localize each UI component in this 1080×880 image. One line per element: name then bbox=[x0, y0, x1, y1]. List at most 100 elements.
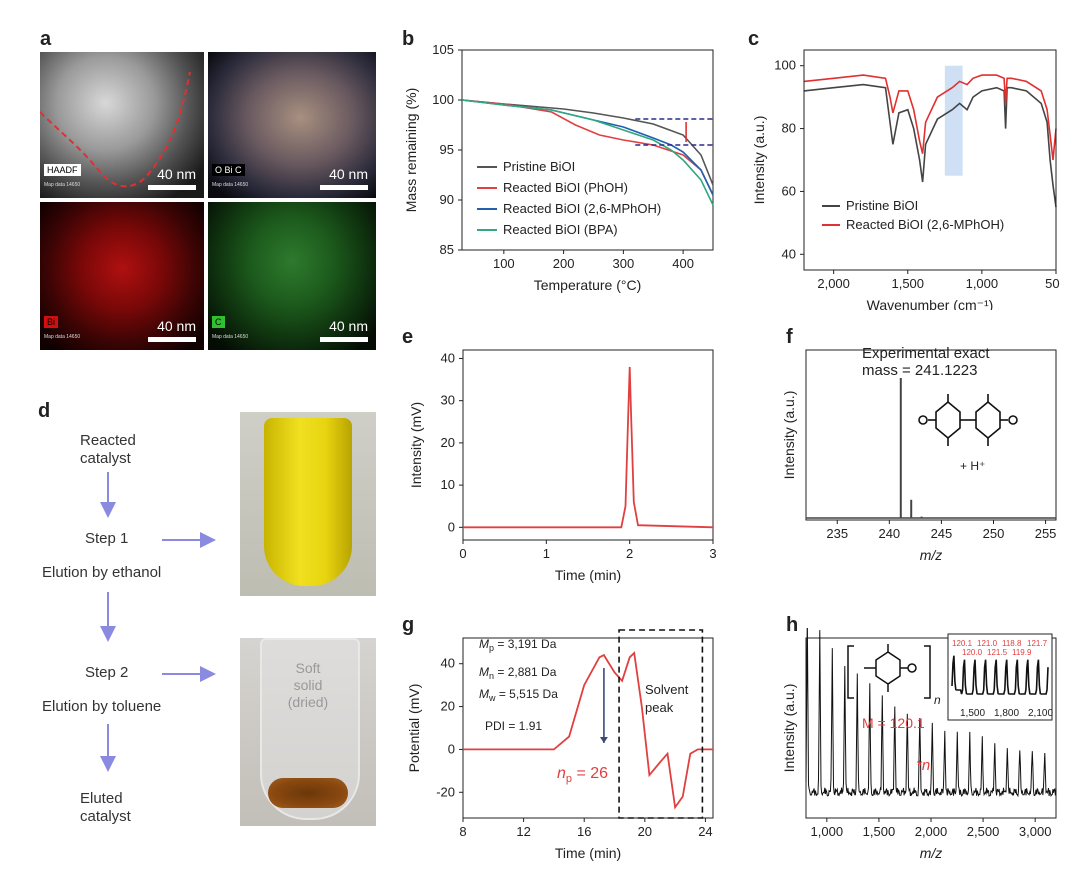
stat-subscript: n bbox=[489, 671, 494, 681]
panel-label-g: g bbox=[402, 614, 415, 636]
y-axis-label: Intensity (a.u.) bbox=[781, 684, 797, 773]
x-tick-label: 255 bbox=[1035, 526, 1057, 541]
y-tick-label: 100 bbox=[774, 58, 796, 73]
panel-label-a: a bbox=[40, 28, 52, 50]
y-tick-label: 20 bbox=[441, 435, 455, 450]
chart-h-maldi: 1,000 1,500 2,000 2,500 3,000 m/z Intensity (a… bbox=[781, 628, 1057, 861]
y-axis-label: Intensity (mV) bbox=[408, 402, 424, 488]
y-tick-label: 90 bbox=[440, 192, 454, 207]
x-tick-label: 12 bbox=[516, 824, 530, 839]
flow-arrows bbox=[100, 472, 216, 772]
scale-label: 40 nm bbox=[329, 318, 368, 334]
ring bbox=[975, 400, 1001, 440]
x-tick-label: 16 bbox=[577, 824, 591, 839]
x-axis-label: Time (min) bbox=[555, 845, 621, 861]
stat-symbol: M bbox=[479, 637, 489, 651]
plot-frame bbox=[462, 637, 714, 819]
y-tick-label: 60 bbox=[782, 183, 796, 198]
inset-label: 121.7 bbox=[1027, 639, 1048, 648]
chart-c-ftir: 2,000 1,500 1,000 500 40 60 80 100 Wavenumber (c… bbox=[751, 49, 1060, 310]
stat-subscript: w bbox=[488, 693, 496, 703]
bi-map-image: Bi Map data 14650 40 nm bbox=[40, 202, 204, 350]
x-tick-label: 8 bbox=[459, 824, 466, 839]
inset-label: 118.8 bbox=[1002, 639, 1022, 648]
panel-label-d: d bbox=[38, 400, 51, 422]
inset-tick-label: 2,100 bbox=[1028, 708, 1053, 719]
x-axis-label: m/z bbox=[920, 845, 943, 861]
series-line bbox=[805, 628, 1057, 798]
tile-map-caption: Map data 14650 bbox=[212, 334, 249, 340]
panel-label-c: c bbox=[748, 28, 760, 50]
x-tick-label: 235 bbox=[826, 526, 848, 541]
highlight-band bbox=[944, 65, 963, 176]
x-axis-label: Wavenumber (cm⁻¹) bbox=[867, 297, 994, 310]
x-tick-label: 2,500 bbox=[967, 824, 1000, 839]
x-tick-label: 2,000 bbox=[915, 824, 948, 839]
plot-frame bbox=[461, 49, 714, 251]
brown-solid bbox=[268, 778, 348, 808]
photo-caption-line: (dried) bbox=[287, 694, 329, 710]
scale-label: 40 nm bbox=[329, 166, 368, 182]
annotation-text: Experimental exact bbox=[862, 345, 990, 362]
stat-value: = 2,881 Da bbox=[494, 665, 557, 679]
annotation-text: mass = 241.1223 bbox=[862, 362, 978, 379]
flow-eluted-catalyst: Eluted catalyst bbox=[80, 790, 131, 826]
scale-bar bbox=[320, 337, 368, 342]
gpc-stat: Mn = 2,881 Da bbox=[479, 665, 557, 681]
gpc-stat: Mw = 5,515 Da bbox=[479, 687, 558, 703]
inset-label: 121.0 bbox=[977, 639, 998, 648]
photo-ethanol-eluate bbox=[240, 412, 376, 596]
y-tick-label: 100 bbox=[432, 92, 454, 107]
np-subscript: p bbox=[566, 773, 572, 785]
x-tick-label: 20 bbox=[638, 824, 652, 839]
series-line bbox=[803, 83, 1057, 208]
y-tick-label: 20 bbox=[441, 699, 455, 714]
y-axis-label: Intensity (a.u.) bbox=[751, 116, 767, 205]
chart-g-gpc: 8 12 16 20 24 -20 0 20 40 Time (min) Potential (mV… bbox=[406, 629, 714, 861]
stat-value: = 5,515 Da bbox=[496, 687, 559, 701]
ppo-repeat-unit bbox=[847, 644, 931, 699]
y-tick-label: 80 bbox=[782, 121, 796, 136]
vial-yellow bbox=[264, 418, 352, 586]
c-map-image: C Map data 14650 40 nm bbox=[208, 202, 376, 350]
stat-symbol: M bbox=[479, 665, 489, 679]
eds-overlay-image: O Bi C Map data 14650 40 nm bbox=[208, 52, 376, 198]
x-axis-label: Temperature (°C) bbox=[534, 277, 642, 293]
x-tick-label: 1,500 bbox=[891, 276, 924, 291]
pdi-text: PDI = 1.91 bbox=[485, 719, 542, 733]
ring bbox=[935, 400, 961, 440]
np-symbol: n bbox=[557, 765, 566, 782]
panel-label-e: e bbox=[402, 326, 414, 348]
flow-text-line: Reacted bbox=[80, 432, 136, 449]
plot-frame bbox=[462, 349, 714, 541]
flow-text-line: catalyst bbox=[80, 450, 131, 467]
x-tick-label: 300 bbox=[613, 256, 635, 271]
x-tick-label: 1,000 bbox=[966, 276, 999, 291]
y-tick-label: 0 bbox=[448, 519, 455, 534]
y-tick-label: -20 bbox=[436, 784, 455, 799]
x-tick-label: 1 bbox=[543, 546, 550, 561]
x-tick-label: 200 bbox=[553, 256, 575, 271]
scale-bar bbox=[320, 185, 368, 190]
x-tick-label: 100 bbox=[493, 256, 515, 271]
photo-caption-line: solid bbox=[293, 677, 323, 693]
flow-step1: Step 1 bbox=[85, 530, 129, 547]
legend-label: Reacted BiOI (2,6-MPhOH) bbox=[503, 201, 661, 216]
inset-label: 120.0 bbox=[962, 648, 983, 657]
inset-label: 120.1 bbox=[952, 639, 973, 648]
plot-frame bbox=[805, 349, 1057, 521]
oxygen bbox=[918, 415, 928, 425]
diphenoquinone-structure bbox=[928, 394, 1008, 446]
y-axis-label: Intensity (a.u.) bbox=[781, 391, 797, 480]
np-arrow-head bbox=[599, 737, 608, 743]
inset-tick-label: 1,500 bbox=[960, 708, 985, 719]
x-tick-label: 24 bbox=[698, 824, 712, 839]
oxygen bbox=[907, 663, 917, 673]
series-line bbox=[461, 99, 714, 206]
y-tick-label: 30 bbox=[441, 393, 455, 408]
np-value: = 26 bbox=[572, 765, 608, 782]
scale-bar bbox=[148, 185, 196, 190]
photo-toluene-eluate: Soft solid (dried) bbox=[240, 638, 376, 826]
inset-label: 121.5 bbox=[987, 648, 1008, 657]
